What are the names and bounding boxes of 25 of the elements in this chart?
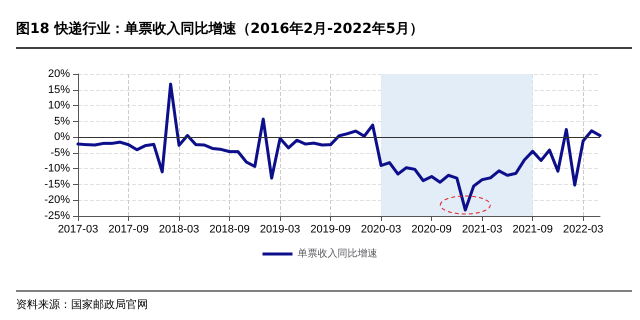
text: 资料来源：国家邮政局官网 (16, 298, 148, 311)
chart-title: 图18 快递行业：单票收入同比增速（2016年2月-2022年5月） (16, 20, 424, 37)
x-tick-label: 2021-03 (462, 224, 502, 236)
x-tick-label: 2017-03 (58, 224, 98, 236)
line-series (76, 82, 602, 212)
x-tick-label: 2018-09 (209, 224, 250, 236)
y-tick-label: 0% (54, 131, 70, 144)
y-tick-label: -15% (44, 178, 70, 190)
x-tick-label: 2021-09 (512, 224, 553, 236)
y-tick-label: -5% (50, 146, 70, 159)
x-tick-label: 2017-09 (108, 224, 149, 236)
x-tick-label: 2020-03 (360, 224, 402, 236)
y-tick-label: 15% (48, 84, 70, 96)
y-tick-label: 5% (54, 115, 70, 128)
x-tick-label: 2018-03 (158, 224, 200, 236)
x-tick-label: 2020-09 (411, 224, 452, 236)
y-tick-label: 10% (48, 100, 70, 112)
x-tick-label: 2022-03 (562, 224, 604, 236)
x-tick-label: 2019-09 (310, 224, 351, 236)
y-tick-label: -25% (44, 210, 70, 222)
y-tick-label: -20% (44, 194, 70, 206)
y-tick-label: 20% (48, 68, 70, 80)
x-tick-label: 2019-03 (260, 224, 300, 236)
legend-label: 单票收入同比增速 (298, 248, 378, 260)
y-tick-label: -10% (44, 162, 70, 175)
